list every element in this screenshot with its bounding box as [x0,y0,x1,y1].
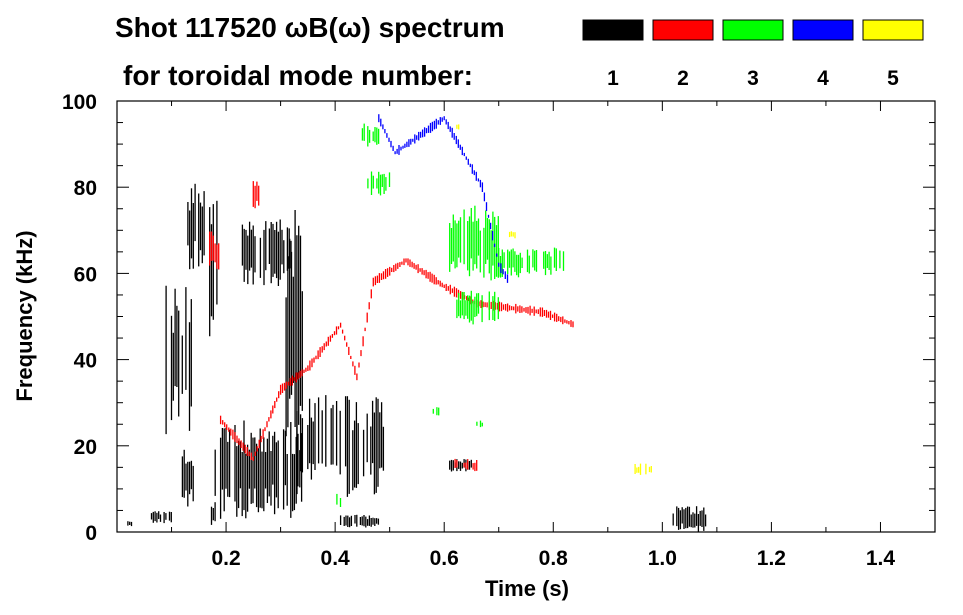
spectral-region [672,506,707,532]
spectral-region [449,205,499,281]
x-tick-label: 1.2 [757,547,786,570]
spectral-region [367,171,391,196]
y-tick-label: 80 [74,177,97,200]
legend-swatch-5 [862,19,924,41]
spectral-region [454,458,478,472]
legend-swatch-1 [582,19,644,41]
legend: 1 2 3 4 5 [582,19,924,90]
x-tick-label: 0.4 [321,547,351,570]
spectral-region [432,407,440,416]
series-mode-4 [378,114,509,283]
spectral-region [181,449,194,507]
x-tick-label: 1.4 [866,547,896,570]
spectral-region [165,285,192,435]
y-axis: 0 20 40 60 80 100 [62,91,935,545]
x-tick-label: 0.2 [211,547,240,570]
series-mode-2 [209,181,574,472]
x-axis-title: Time (s) [485,576,569,601]
legend-swatch-2 [652,19,714,41]
spectral-region [241,219,292,286]
x-tick-label: 0.8 [539,547,569,570]
spectral-ridge [378,114,509,283]
spectral-region [187,183,205,270]
spectral-region [127,521,133,527]
x-tick-label: 1.0 [648,547,677,570]
legend-label-4: 4 [817,67,829,90]
spectral-region [361,123,380,147]
spectral-region [285,210,303,449]
y-tick-label: 0 [85,522,97,545]
spectral-region [252,181,260,209]
spectral-region [336,493,342,507]
legend-label-3: 3 [747,67,759,90]
spectral-region [296,395,385,497]
y-tick-label: 20 [74,436,97,459]
spectral-region [214,420,303,519]
spectral-region [209,200,218,337]
x-tick-label: 0.6 [430,547,459,570]
x-axis: 0.2 0.4 0.6 0.8 1.0 1.2 1.4 [171,101,936,570]
chart-title-line2: for toroidal mode number: [123,60,473,91]
y-tick-label: 40 [74,350,97,373]
legend-label-5: 5 [887,67,899,90]
legend-label-2: 2 [677,67,689,90]
y-tick-label: 100 [62,91,97,114]
series-mode-5 [456,124,652,475]
series-mode-1 [127,183,707,532]
spectral-region [498,247,565,278]
series-mode-3 [336,123,565,507]
plot-marks [127,114,707,532]
spectral-region [634,463,652,475]
spectral-region [150,511,172,524]
spectral-region [456,290,499,325]
legend-swatch-3 [722,19,784,41]
spectral-region [456,124,460,130]
spectral-region [339,514,380,528]
spectral-region [209,231,220,270]
spectral-region [210,502,216,525]
spectral-region [508,231,516,239]
chart-title-line1: Shot 117520 ωB(ω) spectrum [115,12,505,43]
legend-swatch-4 [792,19,854,41]
spectral-region [476,420,483,428]
plot-frame [116,100,936,533]
y-axis-title: Frequency (kHz) [12,230,37,401]
legend-label-1: 1 [607,67,619,90]
y-tick-label: 60 [74,263,97,286]
spectral-ridge [219,258,574,461]
